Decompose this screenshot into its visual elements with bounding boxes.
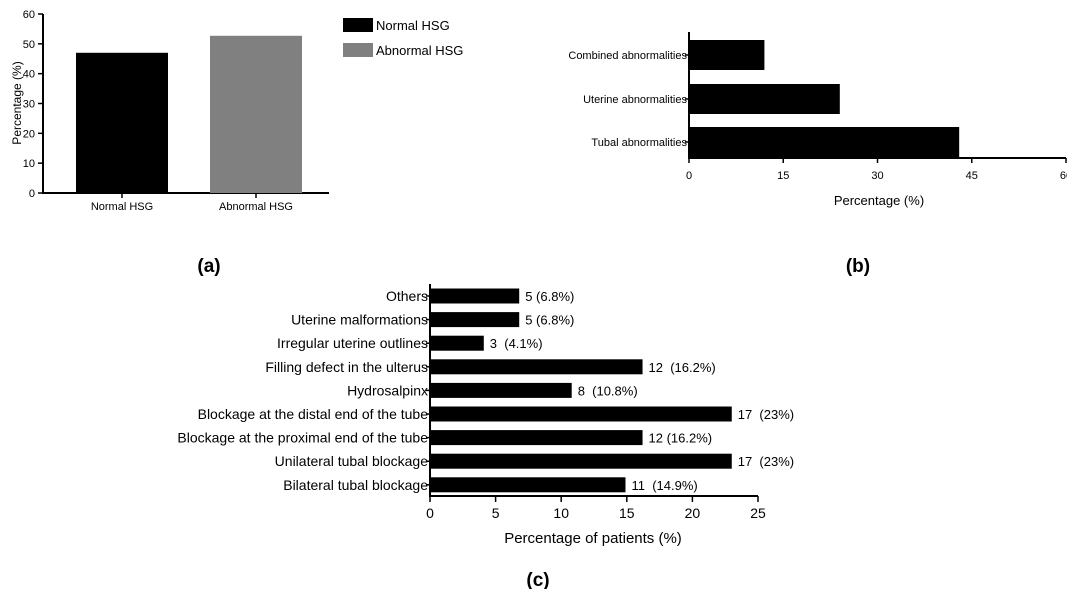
y-tick-label: 0 bbox=[29, 188, 35, 200]
x-tick-label: Abnormal HSG bbox=[219, 201, 293, 213]
y-tick-label: 60 bbox=[23, 9, 35, 21]
y-tick-label: Blockage at the distal end of the tube bbox=[198, 406, 429, 422]
y-tick-label: 40 bbox=[23, 69, 35, 81]
bar-others bbox=[430, 288, 520, 304]
data-label: 11 (14.9%) bbox=[631, 478, 697, 493]
chart-a: 0 10 20 30 40 50 60 Normal HSG Abnormal HSG Perce… bbox=[10, 9, 463, 213]
bar-hydrosalpinx bbox=[430, 382, 572, 398]
panel-label-a: (a) bbox=[197, 256, 220, 277]
y-tick-label: Uterine malformations bbox=[291, 312, 428, 328]
x-axis-title: Percentage (%) bbox=[834, 193, 924, 208]
y-tick-label: Combined abnormalities bbox=[568, 50, 687, 62]
y-tick-label: 30 bbox=[23, 99, 35, 111]
x-axis-title: Percentage of patients (%) bbox=[504, 530, 682, 547]
bar-normal-hsg bbox=[76, 52, 168, 194]
bar-blockage-at-the-distal-end-of-the-tube bbox=[430, 406, 732, 422]
y-tick-label: Others bbox=[386, 288, 428, 304]
x-tick-label: 20 bbox=[685, 505, 701, 521]
bar-combined-abnormalities bbox=[689, 40, 765, 70]
y-tick-label: Bilateral tubal blockage bbox=[283, 477, 428, 493]
legend-label: Normal HSG bbox=[376, 18, 450, 33]
data-label: 3 (4.1%) bbox=[490, 336, 543, 351]
panel-label-c: (c) bbox=[526, 570, 549, 589]
bar-bilateral-tubal-blockage bbox=[430, 477, 626, 493]
x-tick-label: 25 bbox=[750, 505, 766, 521]
chart-c: 0 5 10 15 20 25 Others 5 (6.8%) Uterine malforma… bbox=[177, 284, 794, 547]
y-tick-label: Filling defect in the ulterus bbox=[265, 359, 428, 375]
data-label: 17 (23%) bbox=[738, 407, 794, 422]
y-tick-label: Tubal abnormalities bbox=[591, 137, 687, 149]
bar-tubal-abnormalities bbox=[689, 127, 960, 157]
x-tick-label: 0 bbox=[686, 170, 692, 182]
bar-irregular-uterine-outlines bbox=[430, 335, 484, 351]
y-tick-label: Blockage at the proximal end of the tube bbox=[177, 430, 428, 446]
x-tick-label: 60 bbox=[1060, 170, 1067, 182]
panel-label-b: (b) bbox=[846, 256, 870, 277]
bar-uterine-malformations bbox=[430, 312, 520, 328]
x-tick-label: 30 bbox=[871, 170, 883, 182]
x-tick-label: Normal HSG bbox=[91, 201, 153, 213]
data-label: 12 (16.2%) bbox=[649, 431, 713, 446]
bar-abnormal-hsg bbox=[210, 35, 302, 193]
bar-blockage-at-the-proximal-end-of-the-tube bbox=[430, 430, 643, 446]
data-label: 5 (6.8%) bbox=[525, 289, 574, 304]
bar-uterine-abnormalities bbox=[689, 84, 840, 114]
bar-unilateral-tubal-blockage bbox=[430, 453, 732, 469]
y-tick-label: Uterine abnormalities bbox=[583, 94, 687, 106]
bar-filling-defect-in-the-ulterus bbox=[430, 359, 643, 375]
legend-label: Abnormal HSG bbox=[376, 43, 463, 58]
x-tick-label: 0 bbox=[426, 505, 434, 521]
y-tick-label: 20 bbox=[23, 128, 35, 140]
x-tick-label: 15 bbox=[777, 170, 789, 182]
data-label: 8 (10.8%) bbox=[578, 383, 638, 398]
y-tick-label: Unilateral tubal blockage bbox=[275, 453, 429, 469]
x-tick-label: 15 bbox=[619, 505, 635, 521]
x-tick-label: 45 bbox=[966, 170, 978, 182]
data-label: 12 (16.2%) bbox=[649, 360, 716, 375]
y-tick-label: Irregular uterine outlines bbox=[277, 335, 428, 351]
legend-swatch bbox=[343, 43, 373, 57]
data-label: 17 (23%) bbox=[738, 454, 794, 469]
y-axis-title: Percentage (%) bbox=[10, 61, 24, 144]
x-tick-label: 5 bbox=[492, 505, 500, 521]
y-tick-label: 50 bbox=[23, 39, 35, 51]
y-tick-label: 10 bbox=[23, 158, 35, 170]
y-tick-label: Hydrosalpinx bbox=[347, 382, 428, 398]
chart-b: 0 15 30 45 60 Combined abnormalities Uterine a… bbox=[568, 32, 1067, 208]
x-tick-label: 10 bbox=[553, 505, 569, 521]
data-label: 5 (6.8%) bbox=[525, 313, 574, 328]
legend-swatch bbox=[343, 18, 373, 32]
